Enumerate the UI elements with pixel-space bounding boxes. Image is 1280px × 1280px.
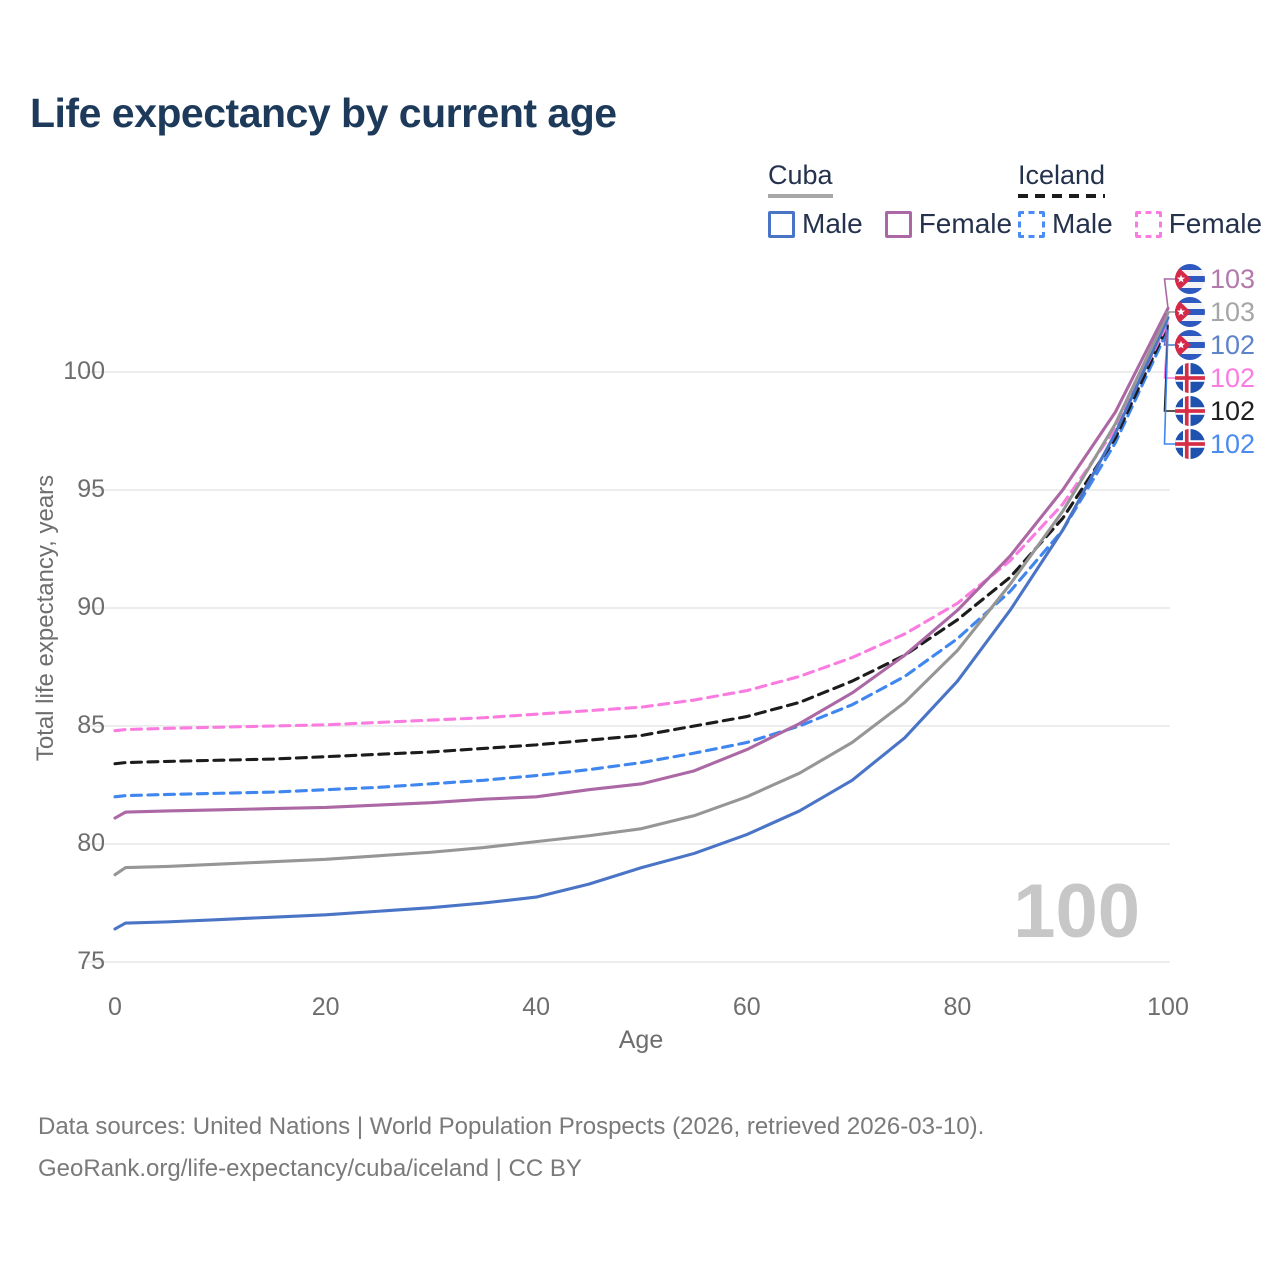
iceland-flag-icon <box>1175 396 1205 426</box>
legend-item-iceland-male[interactable]: Male <box>1018 208 1113 240</box>
legend-group-cuba: Cuba Male Female <box>768 160 1012 240</box>
y-axis-label: Total life expectancy, years <box>32 474 59 762</box>
series-line-cuba-both-sexes <box>113 311 1170 877</box>
series-line-iceland-female <box>113 320 1170 733</box>
legend-swatch-checkbox[interactable] <box>768 210 795 238</box>
leader-line <box>1164 311 1175 314</box>
y-tick-80: 80 <box>77 829 105 857</box>
leader-line <box>1163 317 1175 346</box>
end-value-cuba-male: 102 <box>1210 330 1256 360</box>
x-tick-40: 40 <box>522 993 551 1021</box>
legend-swatch-checkbox[interactable] <box>884 210 912 238</box>
end-value-cuba-female: 103 <box>1210 264 1256 294</box>
footer-attribution: GeoRank.org/life-expectancy/cuba/iceland… <box>38 1155 582 1182</box>
footer-data-sources: Data sources: United Nations | World Pop… <box>38 1113 985 1140</box>
legend-item-label: Male <box>1052 208 1113 239</box>
legend-group-iceland: Iceland Male Female <box>1018 160 1262 240</box>
end-value-iceland-female: 102 <box>1210 363 1256 393</box>
x-tick-100: 100 <box>1147 993 1189 1021</box>
series-line-cuba-female <box>113 306 1170 820</box>
legend-swatch-checkbox[interactable] <box>1134 210 1162 238</box>
y-tick-75: 75 <box>77 947 105 975</box>
end-value-iceland-both-sexes: 102 <box>1210 396 1256 426</box>
legend-item-cuba-female[interactable]: Female <box>884 208 1013 240</box>
legend-dashed-line-sample <box>1018 194 1105 198</box>
cuba-flag-icon <box>1175 264 1205 294</box>
legend-item-iceland-female[interactable]: Female <box>1134 208 1263 240</box>
legend-item-label: Female <box>918 208 1013 239</box>
iceland-flag-icon <box>1175 429 1205 459</box>
legend-country-label: Cuba <box>768 160 833 190</box>
y-tick-85: 85 <box>77 711 105 739</box>
x-tick-20: 20 <box>311 993 340 1021</box>
legend-items-row: Male Female <box>768 208 1012 240</box>
legend-country-label: Iceland <box>1018 160 1106 190</box>
page-title: Life expectancy by current age <box>30 90 617 136</box>
legend-solid-line-sample <box>768 194 833 198</box>
legend-items-row: Male Female <box>1018 208 1262 240</box>
y-tick-100: 100 <box>63 357 105 385</box>
age-counter-watermark: 100 <box>1013 869 1140 954</box>
end-value-iceland-male: 102 <box>1210 429 1256 459</box>
end-value-cuba-both-sexes: 103 <box>1210 297 1256 327</box>
series-line-cuba-male <box>113 316 1170 931</box>
x-tick-80: 80 <box>943 993 972 1021</box>
leader-line <box>1163 329 1175 445</box>
footer: Data sources: United Nations | World Pop… <box>38 1106 984 1190</box>
x-axis-label: Age <box>618 1026 664 1054</box>
legend-swatch-checkbox[interactable] <box>1018 210 1045 238</box>
cuba-flag-icon <box>1175 297 1205 327</box>
series-line-iceland-both-sexes <box>113 323 1170 766</box>
x-tick-60: 60 <box>732 993 761 1021</box>
legend-item-label: Female <box>1168 208 1263 239</box>
y-tick-90: 90 <box>77 593 105 621</box>
cuba-flag-icon <box>1175 330 1205 360</box>
leader-line <box>1163 278 1175 309</box>
iceland-flag-icon <box>1175 363 1205 393</box>
legend-item-cuba-male[interactable]: Male <box>768 208 863 240</box>
y-tick-95: 95 <box>77 475 105 503</box>
legend-item-label: Male <box>802 208 863 239</box>
x-tick-0: 0 <box>108 993 122 1021</box>
